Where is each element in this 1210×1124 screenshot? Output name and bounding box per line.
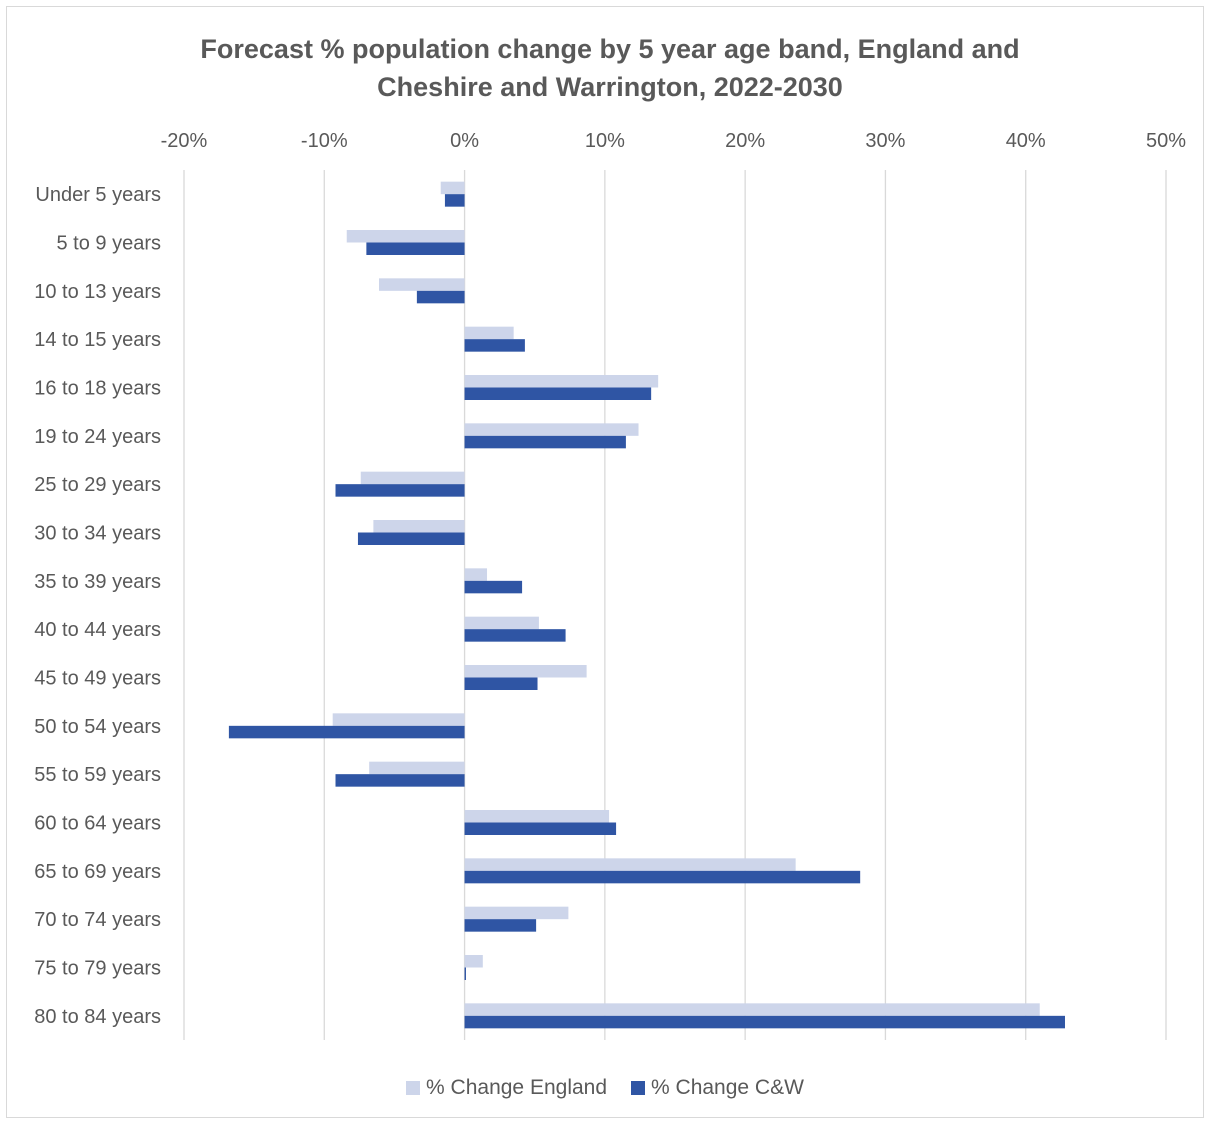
legend-item-england: % Change England	[406, 1076, 607, 1100]
bar-england	[464, 810, 610, 823]
bar-cw	[464, 580, 523, 594]
bar-cw	[464, 387, 652, 400]
y-category-label: 16 to 18 years	[34, 378, 161, 400]
bar-cw	[464, 870, 861, 884]
y-category-label: 75 to 79 years	[34, 958, 161, 980]
bar-cw	[366, 242, 465, 255]
y-category-label: 35 to 39 years	[34, 571, 161, 593]
x-tick-label: 20%	[725, 130, 765, 152]
x-tick-label: 40%	[1006, 130, 1046, 152]
y-category-label: Under 5 years	[35, 184, 161, 206]
bar-cw	[464, 967, 466, 980]
bar-cw	[464, 1015, 1065, 1029]
bar-england	[373, 520, 465, 533]
bar-england	[464, 616, 539, 630]
y-category-label: 10 to 13 years	[34, 281, 161, 303]
legend-label-england: % Change England	[426, 1076, 608, 1099]
bar-cw	[464, 339, 525, 352]
x-tick-label: 0%	[450, 130, 479, 152]
x-tick-label: 10%	[585, 130, 625, 152]
legend: % Change England % Change C&W	[0, 1076, 1210, 1100]
legend-item-cw: % Change C&W	[631, 1076, 804, 1100]
bar-cw	[464, 919, 537, 932]
legend-label-cw: % Change C&W	[651, 1076, 804, 1099]
y-category-label: 80 to 84 years	[34, 1006, 161, 1028]
y-category-label: 55 to 59 years	[34, 764, 161, 786]
bar-england	[346, 230, 465, 243]
y-category-label: 25 to 29 years	[34, 474, 161, 496]
bar-cw	[335, 774, 465, 787]
chart-title-line-2: Cheshire and Warrington, 2022-2030	[377, 72, 843, 102]
chart-title-line-1: Forecast % population change by 5 year a…	[200, 34, 1020, 64]
gridlines	[183, 170, 1167, 1040]
y-category-label: 60 to 64 years	[34, 813, 161, 835]
bar-cw	[464, 677, 538, 690]
bar-england	[360, 471, 465, 485]
x-tick-label: -10%	[301, 130, 348, 152]
bar-cw	[444, 194, 465, 207]
bar-cw	[335, 484, 465, 497]
y-category-label: 70 to 74 years	[34, 909, 161, 931]
bar-cw	[464, 435, 626, 449]
bar-england	[464, 326, 514, 340]
y-category-label: 30 to 34 years	[34, 523, 161, 545]
bar-england	[378, 278, 465, 291]
bar-cw	[228, 725, 465, 739]
bar-england	[464, 955, 483, 968]
bar-cw	[416, 290, 465, 304]
bar-cw	[357, 532, 465, 545]
bar-england	[464, 665, 587, 678]
bars	[228, 181, 1065, 1029]
y-axis-categories: Under 5 years 5 to 9 years 10 to 13 years 1…	[34, 184, 161, 1028]
bar-england	[464, 1003, 1040, 1016]
y-category-label: 5 to 9 years	[56, 233, 161, 255]
y-category-label: 50 to 54 years	[34, 716, 161, 738]
chart-title: Forecast % population change by 5 year a…	[0, 30, 1210, 106]
y-category-label: 40 to 44 years	[34, 619, 161, 641]
legend-swatch-cw	[631, 1081, 646, 1095]
bar-cw	[464, 822, 617, 835]
y-category-label: 14 to 15 years	[34, 329, 161, 351]
bar-england	[369, 761, 465, 775]
bar-england	[464, 568, 488, 581]
legend-swatch-england	[406, 1081, 421, 1095]
y-category-label: 45 to 49 years	[34, 668, 161, 690]
x-tick-label: 50%	[1146, 130, 1186, 152]
x-tick-label: -20%	[161, 130, 208, 152]
y-category-label: 65 to 69 years	[34, 861, 161, 883]
bar-england	[464, 375, 659, 388]
bar-cw	[464, 629, 566, 642]
x-axis-ticks: -20% -10% 0% 10% 20% 30% 40% 50%	[161, 130, 1187, 152]
bar-england	[464, 423, 639, 436]
bar-england	[464, 906, 569, 920]
bar-england	[464, 858, 796, 871]
x-tick-label: 30%	[865, 130, 905, 152]
bar-england	[332, 713, 465, 726]
bar-england	[440, 181, 465, 195]
y-category-label: 19 to 24 years	[34, 426, 161, 448]
